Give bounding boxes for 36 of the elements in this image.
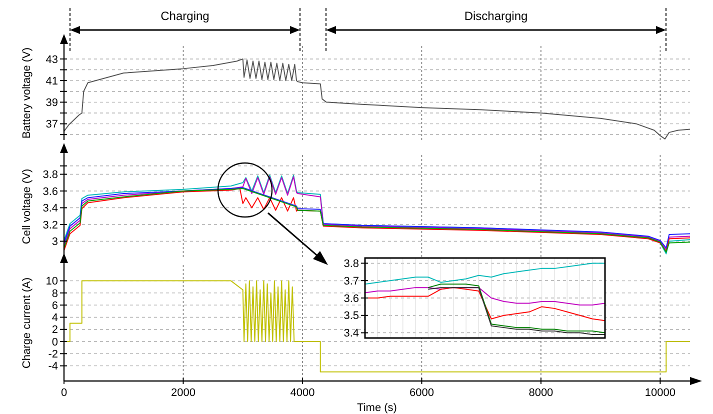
x-tick-label: 8000 — [528, 387, 554, 399]
y-tick-label: -4 — [48, 360, 58, 373]
y-axis-title: Battery voltage (V) — [21, 47, 33, 139]
y-axis-title: Charge current (A) — [21, 277, 33, 369]
y-tick-label: 3.8 — [344, 258, 359, 270]
y-tick-label: 3.4 — [344, 328, 359, 340]
x-tick-label: 10000 — [644, 387, 676, 399]
y-tick-label: 3.6 — [344, 292, 359, 305]
x-tick-label: 4000 — [290, 387, 315, 399]
y-axis-title: Cell voltage (V) — [21, 168, 33, 244]
y-tick-label: 37 — [46, 118, 58, 131]
y-tick-label: 4 — [52, 312, 58, 324]
y-tick-label: 2 — [52, 324, 58, 336]
y-tick-label: 43 — [46, 54, 58, 66]
y-tick-label: 3.5 — [344, 310, 359, 322]
y-tick-label: 0 — [52, 336, 58, 348]
x-tick-label: 0 — [60, 387, 68, 399]
y-tick-label: 3 — [52, 236, 58, 248]
text: Charging — [160, 9, 210, 23]
x-tick-label: 6000 — [409, 387, 434, 399]
x-axis-title: Time (s) — [357, 402, 397, 414]
y-tick-label: -2 — [48, 348, 58, 361]
y-tick-label: 6 — [52, 300, 58, 312]
line-series — [364, 262, 606, 285]
line-series — [64, 58, 690, 140]
y-tick-label: 41 — [46, 75, 58, 88]
y-tick-label: 3.2 — [42, 219, 58, 232]
y-tick-label: 8 — [52, 288, 58, 300]
text: Discharging — [464, 9, 528, 23]
y-tick-label: 3.7 — [344, 275, 359, 288]
y-tick-label: 39 — [46, 97, 58, 110]
x-tick-label: 2000 — [170, 387, 196, 399]
y-tick-label: 3.6 — [42, 186, 58, 198]
y-tick-label: 3.8 — [42, 169, 58, 182]
y-tick-label: 10 — [46, 276, 58, 288]
y-tick-label: 3.4 — [42, 202, 58, 215]
